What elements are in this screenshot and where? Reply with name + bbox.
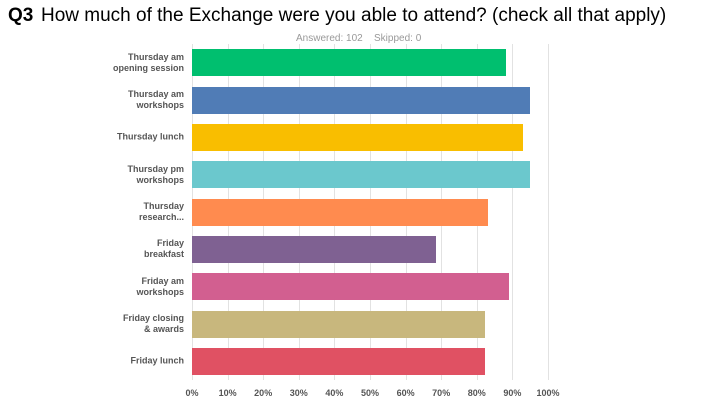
bar: [192, 347, 485, 375]
x-tick-label: 30%: [289, 388, 308, 398]
y-tick-label: Friday closing & awards: [122, 313, 184, 334]
x-tick-label: 20%: [254, 388, 273, 398]
x-tick-label: 70%: [432, 388, 451, 398]
bar: [192, 310, 485, 338]
grid-line: [548, 44, 549, 380]
y-tick-label: Thursday am workshops: [127, 89, 184, 110]
x-tick-label: 50%: [360, 388, 380, 398]
x-tick-label: 40%: [325, 388, 344, 398]
bar: [192, 86, 530, 114]
x-tick-label: 0%: [185, 388, 199, 398]
y-tick-label: Thursday pm workshops: [127, 163, 184, 185]
answered-count: Answered: 102: [296, 33, 363, 44]
y-tick-label: Thursday lunch: [116, 131, 184, 142]
x-tick-label: 100%: [536, 388, 560, 398]
question-number: Q3: [8, 5, 34, 26]
bar: [192, 273, 509, 301]
y-tick-label: Friday breakfast: [143, 238, 184, 260]
y-tick-label: Friday lunch: [130, 355, 184, 366]
bar: [192, 198, 488, 226]
y-tick-label: Friday am workshops: [136, 275, 184, 297]
bar: [192, 49, 506, 77]
x-tick-label: 60%: [396, 388, 415, 398]
y-tick-label: Thursday research...: [138, 201, 184, 222]
x-tick-label: 80%: [467, 388, 486, 398]
x-tick-label: 90%: [503, 388, 522, 398]
bar: [192, 161, 530, 189]
chart-title: How much of the Exchange were you able t…: [41, 5, 667, 26]
x-tick-label: 10%: [218, 388, 237, 398]
grid-line: [512, 44, 514, 380]
y-tick-label: Thursday am opening session: [112, 51, 184, 73]
skipped-count: Skipped: 0: [374, 33, 422, 44]
bar: [192, 123, 524, 151]
bar: [192, 235, 436, 263]
